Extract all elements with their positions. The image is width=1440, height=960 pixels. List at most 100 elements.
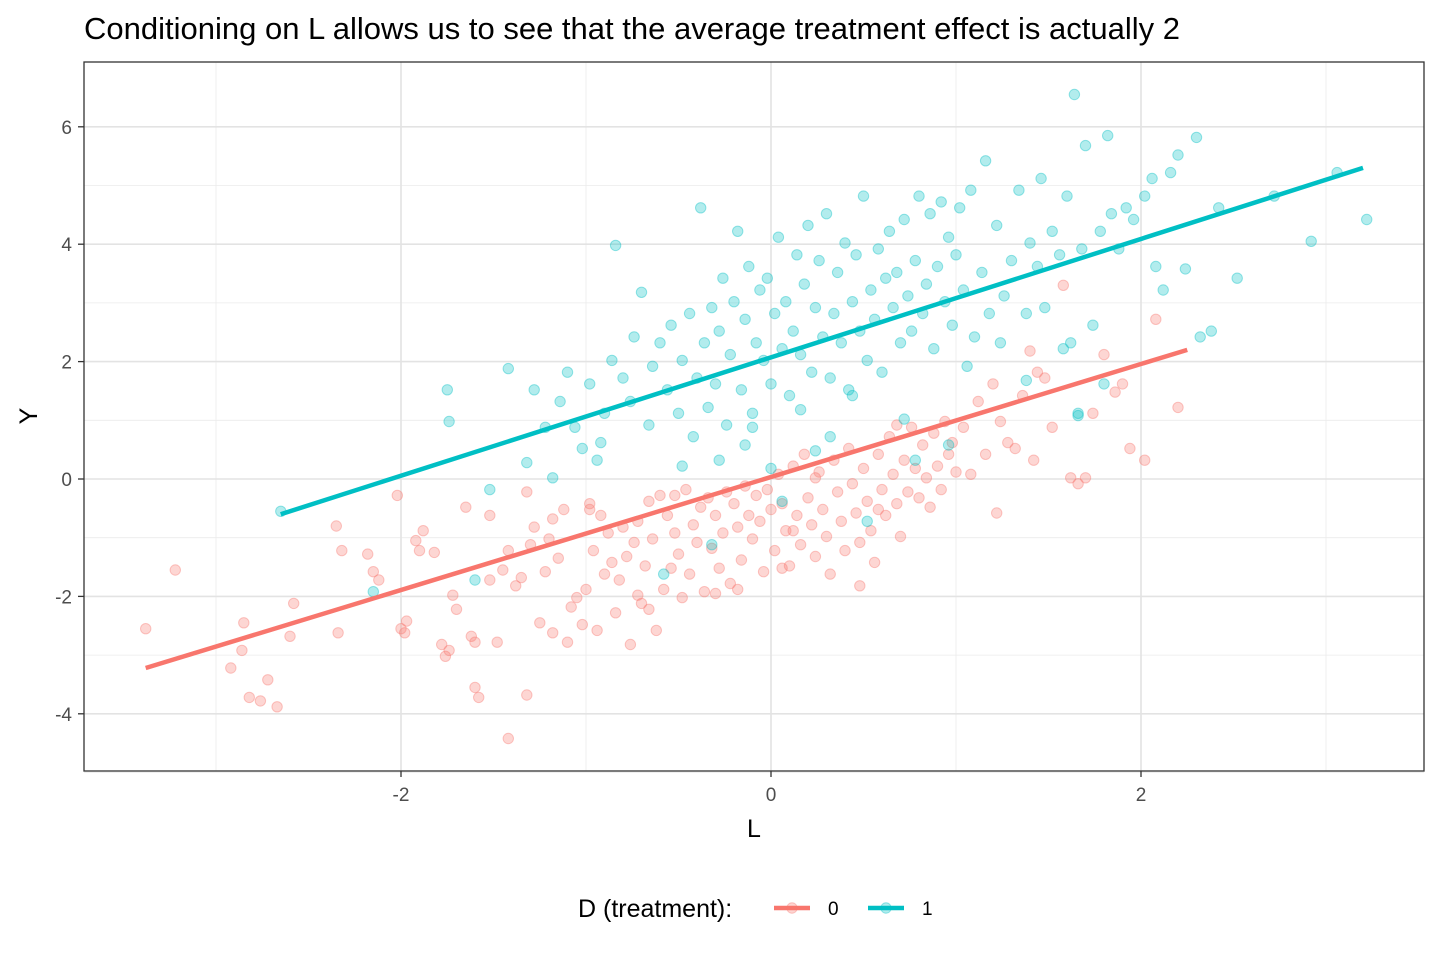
data-point	[654, 489, 666, 502]
data-point	[639, 560, 651, 572]
data-point	[706, 539, 718, 551]
data-point	[580, 583, 592, 596]
plot-area: -2 0 2 -4 -2 0 2 4 6	[55, 61, 1425, 806]
data-point	[1020, 307, 1033, 320]
data-point	[650, 624, 662, 637]
data-point	[983, 307, 995, 320]
data-point	[887, 301, 899, 314]
data-point	[713, 562, 725, 574]
data-point	[961, 360, 973, 372]
data-point	[706, 542, 718, 554]
data-point	[528, 521, 540, 533]
data-point	[965, 468, 977, 480]
data-point	[491, 636, 503, 648]
data-point	[835, 337, 847, 349]
legend-title: D (treatment):	[578, 895, 732, 923]
data-point	[902, 290, 914, 302]
data-point	[528, 384, 540, 396]
data-point	[946, 319, 958, 331]
data-point	[909, 462, 921, 475]
data-point	[831, 266, 844, 279]
y-tick-label: -4	[55, 705, 72, 726]
data-point	[761, 272, 773, 284]
data-point	[724, 577, 736, 590]
data-point	[846, 389, 859, 402]
data-point	[628, 331, 640, 343]
data-point	[876, 366, 888, 378]
x-axis-title: L	[747, 815, 761, 843]
data-point	[1127, 213, 1140, 226]
data-point	[765, 378, 777, 390]
data-point	[1120, 202, 1132, 214]
data-point	[950, 466, 962, 478]
data-point	[854, 536, 866, 549]
data-point	[658, 583, 670, 596]
y-tick-label: 6	[61, 118, 72, 139]
data-point	[902, 486, 914, 498]
data-point	[473, 691, 485, 704]
data-point	[732, 521, 744, 533]
data-point	[794, 404, 807, 416]
data-point	[617, 372, 629, 384]
data-point	[850, 507, 862, 519]
data-point	[776, 498, 788, 510]
data-point	[547, 472, 559, 484]
data-point	[898, 213, 910, 226]
data-point	[554, 395, 566, 408]
data-point	[1157, 284, 1169, 296]
data-point	[558, 503, 570, 516]
data-point	[262, 674, 274, 686]
x-tick-label: 0	[766, 785, 777, 806]
data-point	[813, 466, 825, 478]
data-point	[646, 533, 659, 545]
gridlines	[84, 62, 1424, 773]
data-point	[806, 519, 818, 531]
data-point	[439, 650, 452, 662]
data-point	[1072, 409, 1084, 422]
data-point	[591, 454, 603, 466]
data-point	[802, 219, 814, 232]
data-point	[1031, 366, 1044, 378]
data-point	[817, 503, 829, 516]
data-point	[1150, 260, 1162, 273]
data-point	[765, 462, 777, 475]
data-point	[635, 286, 648, 298]
data-point	[891, 266, 903, 279]
data-point	[746, 533, 759, 545]
data-point	[547, 513, 559, 525]
data-point	[909, 454, 921, 466]
data-point	[791, 249, 803, 261]
data-point	[820, 208, 833, 220]
data-point	[754, 515, 766, 527]
data-point	[613, 574, 625, 586]
data-point	[665, 562, 677, 574]
data-point	[695, 202, 707, 214]
data-point	[1102, 129, 1114, 142]
data-point	[1231, 272, 1243, 284]
data-point	[920, 278, 933, 290]
x-tick-label: -2	[393, 785, 410, 806]
data-point	[624, 638, 637, 651]
data-point	[288, 597, 300, 610]
data-point	[754, 284, 766, 296]
data-point	[584, 498, 596, 510]
data-point	[787, 325, 799, 337]
data-point	[367, 566, 379, 578]
data-point	[373, 574, 385, 586]
data-point	[469, 681, 481, 694]
data-point	[1079, 472, 1092, 484]
data-point	[1057, 279, 1070, 291]
data-point	[552, 552, 564, 564]
data-point	[757, 566, 770, 578]
data-point	[413, 544, 426, 557]
data-point	[521, 689, 533, 701]
data-point	[709, 587, 722, 600]
data-point	[395, 623, 407, 635]
data-point	[743, 260, 755, 273]
data-point	[898, 413, 910, 425]
data-point	[780, 296, 792, 308]
data-point	[284, 630, 296, 642]
data-point	[595, 509, 607, 522]
data-point	[1013, 184, 1025, 196]
